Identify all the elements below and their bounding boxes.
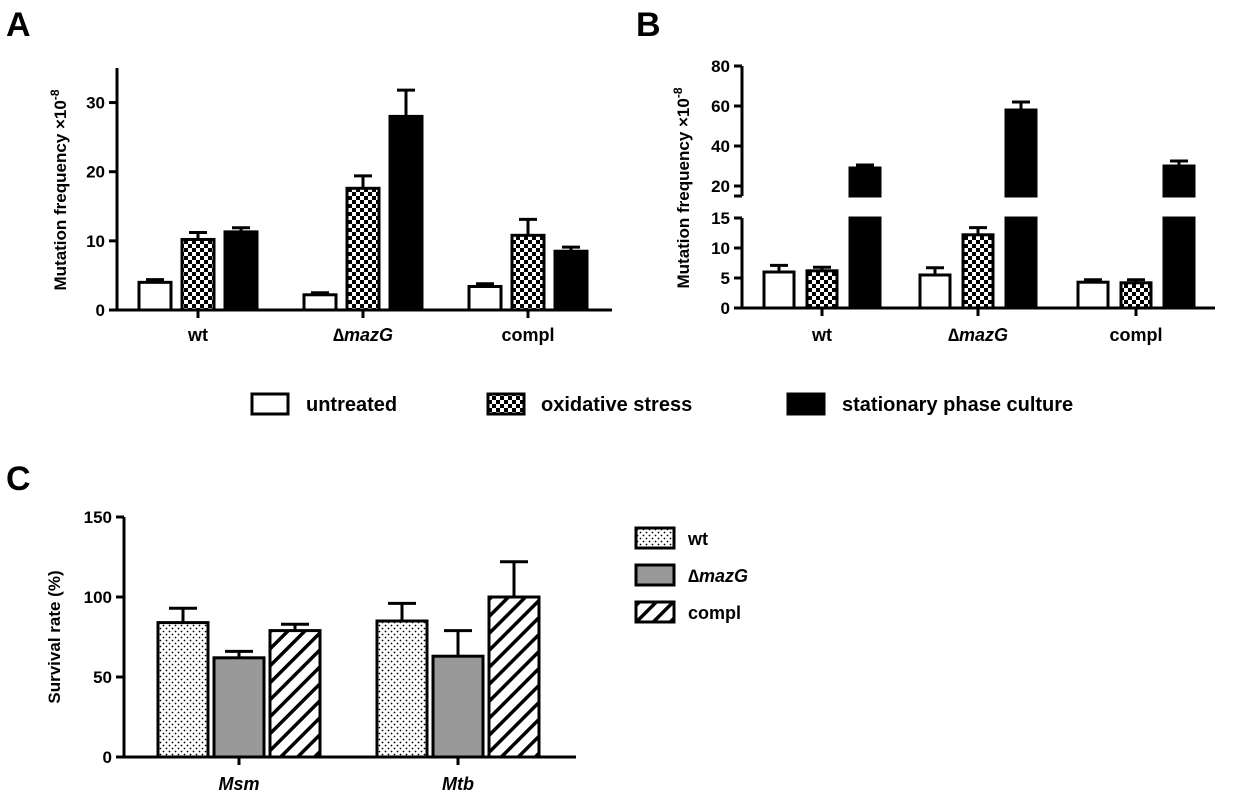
panel-b-y-tick-label: 40 xyxy=(711,137,730,156)
panel-c-y-axis-label: Survival rate (%) xyxy=(45,570,64,703)
panel-letter-c: C xyxy=(6,460,31,498)
panel-c-y-tick-label: 0 xyxy=(103,748,112,767)
panel-b-y-axis-label: Mutation frequency ×10-8 xyxy=(671,87,693,288)
legend-c-swatch xyxy=(634,600,676,624)
panel-a-bar xyxy=(553,249,589,312)
legend-c: wt ∆mazG compl xyxy=(634,526,748,624)
panel-a-error-bar xyxy=(354,174,372,189)
panel-a-bar xyxy=(345,186,381,312)
panel-c-category-label: Mtb xyxy=(442,774,474,794)
panel-a-bar xyxy=(510,233,546,312)
panel-a-bar xyxy=(467,284,503,312)
panel-b-bar-lower xyxy=(848,216,882,310)
legend-top-swatch xyxy=(250,392,290,416)
panel-c-bar xyxy=(431,654,485,759)
legend-top-swatch xyxy=(486,392,526,416)
panel-a-bar xyxy=(137,280,173,312)
panel-b-bar-lower xyxy=(1162,216,1196,310)
panel-a-bar xyxy=(223,230,259,312)
panel-b-bar xyxy=(805,269,839,310)
panel-a-error-bar xyxy=(519,217,537,236)
panel-b-category-label: wt xyxy=(811,325,832,345)
panel-c-error-bar xyxy=(500,560,528,597)
panel-b-y-tick-label: 15 xyxy=(711,209,730,228)
panel-c-bar xyxy=(487,595,541,759)
legend-c-label: wt xyxy=(687,529,708,549)
panel-a-category-label: ∆mazG xyxy=(333,325,393,345)
panel-c-category-label: Msm xyxy=(218,774,259,794)
panel-a-bar xyxy=(388,114,424,312)
panel-b-category-label: ∆mazG xyxy=(948,325,1008,345)
panel-c-error-bar xyxy=(169,606,197,623)
panel-b-bar-lower xyxy=(1004,216,1038,310)
legend-c-swatch xyxy=(634,563,676,587)
panel-a-bar xyxy=(180,237,216,312)
panel-a-y-axis-label: Mutation frequency ×10-8 xyxy=(48,89,70,290)
panel-b-y-tick-label: 5 xyxy=(721,269,730,288)
panel-a-y-tick-label: 10 xyxy=(86,232,105,251)
panel-a-error-bar xyxy=(397,88,415,117)
panel-c-bar xyxy=(268,629,322,759)
panel-b-bar-upper xyxy=(1162,164,1196,198)
panel-b-bar xyxy=(1076,280,1110,310)
panel-letter-a: A xyxy=(6,6,31,44)
panel-c-error-bar xyxy=(388,601,416,621)
panel-b-bar xyxy=(762,270,796,310)
panel-b-bar xyxy=(918,273,952,310)
panel-b-y-tick-label: 10 xyxy=(711,239,730,258)
legend-top-label: untreated xyxy=(306,394,397,416)
panel-b-y-tick-label: 60 xyxy=(711,97,730,116)
panel-c-y-tick-label: 50 xyxy=(93,668,112,687)
panel-a-category-label: wt xyxy=(187,325,208,345)
panel-a-category-label: compl xyxy=(501,325,554,345)
legend-top-label: stationary phase culture xyxy=(842,394,1073,416)
legend-c-swatch xyxy=(634,526,676,550)
legend-top-label: oxidative stress xyxy=(541,394,692,416)
panel-a-y-tick-label: 0 xyxy=(96,301,105,320)
panel-b-bar xyxy=(1119,281,1153,310)
panel-b-bar-upper xyxy=(848,166,882,198)
legend-top: untreated oxidative stress stationary phas… xyxy=(250,392,1073,416)
panel-c-bar xyxy=(212,656,266,759)
legend-c-label: ∆mazG xyxy=(688,566,748,586)
panel-c-error-bar xyxy=(444,629,472,657)
panel-a-chart: 0 10 20 30 wt ∆mazG compl Mutation frequency ×1… xyxy=(48,68,612,345)
panel-b-bar-upper xyxy=(1004,108,1038,198)
legend-top-swatch xyxy=(786,392,826,416)
panel-b-y-tick-label: 0 xyxy=(721,299,730,318)
panel-b-chart: 0 5 10 15 20 40 60 80 wt ∆mazG compl Mutation frequ… xyxy=(671,57,1215,345)
panel-b-y-tick-label: 80 xyxy=(711,57,730,76)
panel-a-y-tick-label: 30 xyxy=(86,94,105,113)
panel-letter-b: B xyxy=(636,6,661,44)
panel-c-bar xyxy=(156,621,210,759)
panel-c-y-tick-label: 150 xyxy=(84,508,112,527)
panel-c-y-tick-label: 100 xyxy=(84,588,112,607)
panel-a-y-tick-label: 20 xyxy=(86,163,105,182)
panel-b-category-label: compl xyxy=(1109,325,1162,345)
panel-c-bar xyxy=(375,619,429,759)
panel-b-bar xyxy=(961,233,995,310)
panel-c-chart: 0 50 100 150 Msm Mtb Survival rate (%) xyxy=(45,508,576,794)
panel-b-y-tick-label: 20 xyxy=(711,177,730,196)
legend-c-label: compl xyxy=(688,603,741,623)
panel-a-bar xyxy=(302,293,338,312)
